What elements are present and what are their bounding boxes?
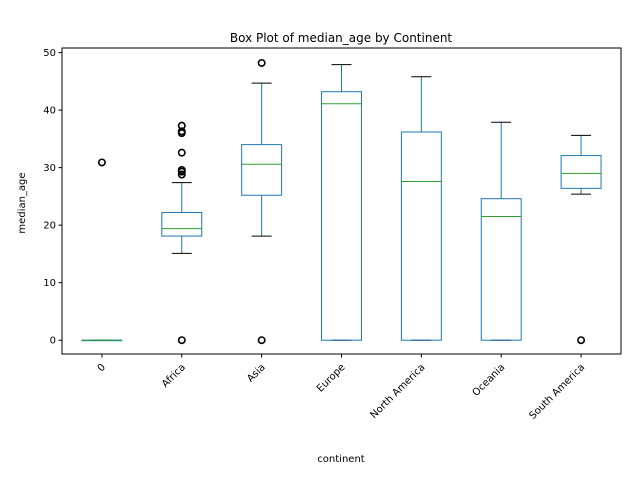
outlier-point [257, 58, 266, 67]
chart-title: Box Plot of median_age by Continent [230, 31, 453, 45]
y-tick-label: 20 [43, 221, 56, 232]
outlier-point [577, 336, 586, 345]
box-iqr [241, 144, 283, 196]
outlier-point [177, 170, 186, 179]
box-iqr [161, 212, 203, 237]
y-tick-label: 0 [50, 336, 56, 347]
y-tick-label: 10 [43, 278, 56, 289]
y-tick-label: 30 [43, 163, 56, 174]
outlier-point [257, 336, 266, 345]
outlier-point [177, 121, 186, 130]
box-iqr [321, 91, 362, 341]
y-axis-title: median_age [17, 172, 28, 233]
y-tick-label: 50 [43, 48, 56, 59]
box-iqr [560, 155, 602, 189]
x-axis-title: continent [317, 454, 364, 465]
outlier-point [177, 165, 186, 174]
axes-frame [61, 47, 622, 355]
outlier-point [177, 148, 186, 157]
y-tick-label: 40 [43, 106, 56, 117]
outlier-point [177, 336, 186, 345]
box-iqr [480, 198, 522, 341]
box-iqr [400, 131, 442, 341]
outlier-point [97, 158, 106, 167]
